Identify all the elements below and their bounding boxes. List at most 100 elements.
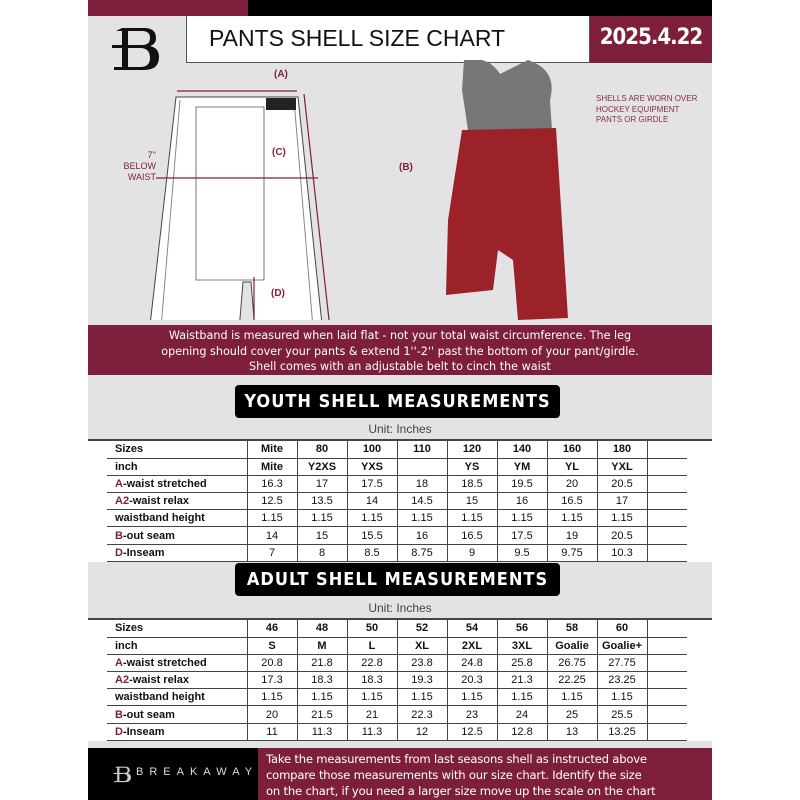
- table-cell: 1.15: [396, 509, 447, 528]
- table-cell: S: [246, 637, 297, 655]
- table-row: waistband height 1.15 1.15 1.15 1.15 1.15 1.15…: [107, 509, 687, 528]
- table-cell: 160: [546, 441, 597, 459]
- measure-name: Sizes: [115, 443, 144, 456]
- table-cell: 12.8: [496, 723, 547, 741]
- row-label: A2-waist relax: [107, 671, 247, 690]
- table-cell: 16: [396, 526, 447, 545]
- table-spacer: [646, 654, 687, 673]
- measure-name: -waist relax: [129, 674, 189, 687]
- table-cell: YM: [496, 458, 547, 476]
- table-cell: 20: [246, 705, 297, 724]
- row-label: Sizes: [107, 441, 247, 459]
- table-cell: 8: [296, 544, 347, 562]
- table-cell: 8.75: [396, 544, 447, 562]
- row-label: inch: [107, 637, 247, 655]
- table-row: Sizes Mite 80 100 110 120 140 160 180: [107, 441, 687, 459]
- table-cell: 1.15: [296, 509, 347, 528]
- table-cell: 19.3: [396, 671, 447, 690]
- table-cell: 24.8: [446, 654, 497, 673]
- youth-unit-label: Unit: Inches: [368, 422, 432, 436]
- table-cell: 18.5: [446, 475, 497, 494]
- table-cell: 14: [246, 526, 297, 545]
- table-cell: 1.15: [446, 688, 497, 707]
- table-cell: Mite: [246, 441, 297, 459]
- table-cell: 22.25: [546, 671, 597, 690]
- table-cell: 110: [396, 441, 447, 459]
- table-row: inch S M L XL 2XL 3XL Goalie Goalie+: [107, 637, 687, 655]
- table-cell: 1.15: [496, 688, 547, 707]
- table-cell: Y2XS: [296, 458, 347, 476]
- table-cell: 1.15: [496, 509, 547, 528]
- table-cell: 1.15: [596, 509, 647, 528]
- measure-name: Sizes: [115, 622, 144, 635]
- table-cell: Goalie: [546, 637, 597, 655]
- table-cell: 7: [246, 544, 297, 562]
- table-row: waistband height 1.15 1.15 1.15 1.15 1.15 1.15…: [107, 688, 687, 707]
- brand-name: BREAKAWAY: [136, 766, 259, 778]
- date-badge: 2025.4.22: [590, 16, 712, 63]
- table-cell: 9.75: [546, 544, 597, 562]
- table-spacer: [646, 671, 687, 690]
- measure-name: -out seam: [122, 529, 175, 542]
- table-cell: 21.3: [496, 671, 547, 690]
- table-cell: 54: [446, 620, 497, 638]
- table-cell: 11: [246, 723, 297, 741]
- table-cell: 27.75: [596, 654, 647, 673]
- measure-name: -Inseam: [122, 725, 165, 738]
- table-spacer: [646, 723, 687, 741]
- table-cell: 20.3: [446, 671, 497, 690]
- table-cell: 15.5: [346, 526, 397, 545]
- table-cell: YL: [546, 458, 597, 476]
- measure-name: -waist relax: [129, 495, 189, 508]
- table-cell: 20.5: [596, 526, 647, 545]
- table-cell: YXL: [596, 458, 647, 476]
- table-cell: 58: [546, 620, 597, 638]
- adult-table: Sizes 46 48 50 52 54 56 58 60 inch S M L XL 2XL 3XL Goal…: [88, 618, 712, 741]
- table-cell: 13: [546, 723, 597, 741]
- table-cell: YS: [446, 458, 497, 476]
- table-cell: 140: [496, 441, 547, 459]
- measure-code: A: [115, 477, 123, 490]
- measure-name: waistband height: [115, 512, 205, 525]
- table-cell: 25.5: [596, 705, 647, 724]
- table-cell: 11.3: [296, 723, 347, 741]
- table-spacer: [646, 526, 687, 545]
- table-cell: 13.25: [596, 723, 647, 741]
- size-chart-page: PANTS SHELL SIZE CHART 2025.4.22 (A) (C)…: [88, 0, 712, 800]
- row-label: B-out seam: [107, 526, 247, 545]
- row-label: A-waist stretched: [107, 475, 247, 494]
- adult-section-title: ADULT SHELL MEASUREMENTS: [235, 563, 560, 596]
- row-label: A2-waist relax: [107, 492, 247, 511]
- table-row: A-waist stretched 20.8 21.8 22.8 23.8 24.8 25.…: [107, 654, 687, 673]
- measure-code: B: [115, 529, 123, 542]
- measure-code: D: [115, 725, 123, 738]
- banner-line: opening should cover your pants & extend…: [161, 344, 639, 358]
- row-label: A-waist stretched: [107, 654, 247, 673]
- table-cell: 17: [296, 475, 347, 494]
- footer: BREAKAWAY Take the measurements from las…: [88, 748, 712, 800]
- table-cell: 17.5: [346, 475, 397, 494]
- table-cell: 12.5: [446, 723, 497, 741]
- table-cell: 18.3: [296, 671, 347, 690]
- table-cell: 18: [396, 475, 447, 494]
- table-cell: 21.5: [296, 705, 347, 724]
- table-cell: 19: [546, 526, 597, 545]
- table-cell: 21.8: [296, 654, 347, 673]
- table-cell: 19.5: [496, 475, 547, 494]
- footer-line: Take the measurements from last seasons …: [266, 752, 647, 766]
- top-bar: [248, 0, 712, 16]
- table-cell: 8.5: [346, 544, 397, 562]
- table-spacer: [646, 475, 687, 494]
- youth-section-title: YOUTH SHELL MEASUREMENTS: [235, 385, 560, 418]
- table-cell: 1.15: [396, 688, 447, 707]
- table-cell: 20.8: [246, 654, 297, 673]
- table-cell: 20.5: [596, 475, 647, 494]
- table-cell: 15: [296, 526, 347, 545]
- table-row: A2-waist relax 12.5 13.5 14 14.5 15 16 16.5 17: [107, 492, 687, 511]
- pants-diagram: [150, 60, 568, 320]
- measure-code: A2: [115, 495, 130, 508]
- table-cell: 16.5: [546, 492, 597, 511]
- measure-code: B: [115, 708, 123, 721]
- label-b: (B): [399, 162, 413, 173]
- table-cell: L: [346, 637, 397, 655]
